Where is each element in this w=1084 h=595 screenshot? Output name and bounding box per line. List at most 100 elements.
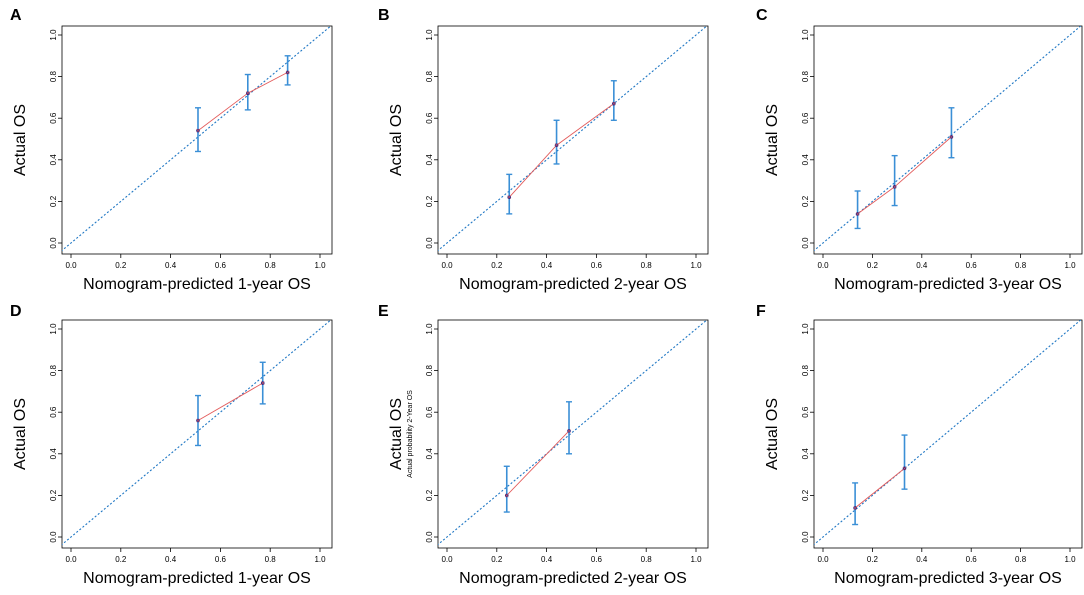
data-point [285,70,290,75]
y-tick-label: 0.6 [425,406,434,418]
panel-letter: B [378,7,390,24]
y-tick-label: 0.2 [49,195,58,207]
x-tick-label: 0.0 [817,555,829,564]
plot-frame [437,25,709,255]
y-tick-label: 0.2 [49,489,58,501]
plot-frame [61,319,333,549]
reference-diagonal-line [814,26,1082,252]
data-point [949,135,954,139]
data-point [855,212,860,216]
x-tick-label: 0.6 [966,555,978,564]
x-tick-label: 0.0 [65,261,77,270]
data-point-marker: × [855,211,860,218]
x-tick-label: 0.8 [265,261,277,270]
x-tick-label: 0.0 [817,261,829,270]
y-tick-label: 0.0 [49,531,58,543]
x-tick-label: 0.0 [65,555,77,564]
x-axis-title: Nomogram-predicted 3-year OS [834,570,1062,587]
x-tick-label: 0.2 [491,261,503,270]
y-tick-label: 0.0 [801,237,810,249]
x-tick-label: 0.8 [1015,261,1027,270]
x-axis-title: Nomogram-predicted 3-year OS [834,276,1062,293]
y-tick-label: 0.8 [49,70,58,82]
x-tick-label: 0.8 [641,261,653,270]
x-tick-label: 0.4 [165,261,177,270]
y-axis-title: Actual OS [764,104,781,176]
y-tick-label: 0.4 [801,448,810,460]
panel-e: E0.0 0.2 0.4 0.6 0.8 1.00.00.20.40.60.81.0Nom… [378,303,709,587]
y-tick-label: 0.8 [425,364,434,376]
data-point [612,101,616,106]
data-point-marker: × [853,505,858,512]
y-tick-label: 1.0 [801,323,810,335]
x-tick-label: 1.0 [690,555,702,564]
y-tick-label: 1.0 [49,323,58,335]
data-point-marker: × [892,184,897,191]
data-point-marker: × [260,380,265,387]
data-point [260,381,265,385]
data-point [245,91,250,96]
data-point-marker: × [504,492,509,499]
y-tick-label: 0.2 [801,195,810,207]
y-axis-title: Actual OS [12,398,29,470]
plot-frame [61,25,333,255]
panel-letter: C [756,7,768,24]
y-tick-label: 1.0 [425,29,434,41]
x-tick-label: 1.0 [314,261,326,270]
data-point [196,128,200,133]
panel-a: A0.0 0.2 0.4 0.6 0.8 1.00.00.20.40.60.81.0Nom… [10,7,333,293]
x-axis-title: Nomogram-predicted 1-year OS [83,276,311,293]
reference-diagonal-line [62,26,332,252]
x-tick-label: 1.0 [690,261,702,270]
x-tick-label: 0.8 [1015,555,1027,564]
x-tick-label: 0.4 [165,555,177,564]
x-tick-label: 1.0 [1064,555,1076,564]
y-tick-label: 0.8 [801,364,810,376]
calibration-line [854,468,905,509]
data-point [853,506,857,510]
data-point-marker: × [195,418,200,425]
x-tick-label: 0.8 [265,555,277,564]
data-point-marker: × [949,134,954,141]
y-axis-title: Actual OS [388,398,405,470]
y-tick-label: 0.2 [425,195,434,207]
x-tick-label: 0.2 [867,261,879,270]
data-point-marker: × [285,69,290,76]
x-tick-label: 0.2 [491,555,503,564]
x-tick-label: 0.0 [441,555,453,564]
x-tick-label: 0.2 [115,555,127,564]
x-tick-label: 0.6 [215,261,227,270]
data-point-marker: × [195,128,200,135]
y-axis-title: Actual OS [12,104,29,176]
data-point [507,195,512,200]
y-tick-label: 0.0 [801,531,810,543]
y-tick-label: 0.4 [425,154,434,166]
data-point-marker: × [554,142,559,149]
y-tick-label: 0.6 [801,112,810,124]
y-tick-label: 0.2 [801,489,810,501]
data-point [504,493,509,498]
x-tick-label: 0.6 [591,555,603,564]
x-tick-label: 0.2 [115,261,127,270]
calibration-line [506,430,570,496]
panel-letter: E [378,303,389,320]
x-tick-label: 1.0 [314,555,326,564]
calibration-line [197,382,263,421]
data-point-marker: × [507,194,512,201]
data-point-marker: × [902,465,907,472]
calibration-line [508,103,615,198]
y-tick-label: 0.0 [425,531,434,543]
panel-letter: A [10,7,22,24]
y-tick-label: 1.0 [49,29,58,41]
x-tick-label: 0.4 [541,261,553,270]
data-point [196,418,200,423]
reference-diagonal-line [438,26,708,252]
y-axis-subtitle: Actual probability 2-Year OS [407,390,414,478]
y-tick-label: 1.0 [801,29,810,41]
x-tick-label: 0.6 [215,555,227,564]
data-point [892,185,897,189]
y-tick-label: 0.0 [425,237,434,249]
x-axis-title: Nomogram-predicted 1-year OS [83,570,311,587]
y-tick-label: 0.8 [49,364,58,376]
